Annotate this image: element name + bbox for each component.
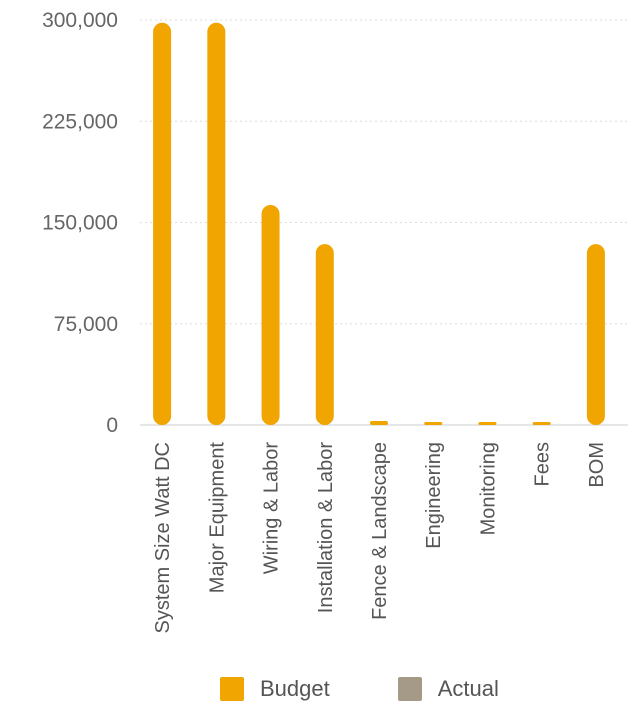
bar-budget[interactable] [424, 422, 443, 425]
x-category-label: Engineering [423, 442, 445, 549]
bar-budget[interactable] [153, 22, 172, 425]
y-tick-label: 150,000 [42, 212, 118, 235]
bar-budget[interactable] [370, 420, 388, 425]
bar-budget[interactable] [586, 244, 605, 425]
x-category-label: Major Equipment [206, 442, 228, 594]
legend-label-actual: Actual [437, 676, 499, 701]
x-category-label: Fence & Landscape [369, 442, 391, 620]
y-tick-label: 0 [106, 414, 118, 437]
legend-item-actual[interactable]: Actual [397, 676, 499, 702]
legend-label-budget: Budget [260, 676, 330, 701]
x-category-label: System Size Watt DC [152, 442, 174, 634]
legend-swatch-actual [397, 677, 422, 701]
bar-budget[interactable] [315, 244, 334, 425]
y-tick-label: 75,000 [54, 313, 118, 336]
y-tick-label: 225,000 [42, 110, 118, 133]
legend: Budget Actual [220, 676, 567, 702]
bar-budget[interactable] [532, 422, 551, 425]
bar-budget[interactable] [261, 204, 280, 425]
bar-budget[interactable] [207, 22, 226, 425]
bars [153, 22, 605, 425]
bar-budget[interactable] [478, 422, 497, 425]
x-category-label: Installation & Labor [315, 442, 337, 614]
legend-item-budget[interactable]: Budget [220, 676, 330, 702]
x-axis-categories: System Size Watt DC Major Equipment Wiring… [152, 442, 608, 634]
x-category-label: BOM [586, 442, 608, 488]
legend-swatch-budget [220, 677, 244, 701]
x-category-label: Monitoring [477, 442, 499, 535]
x-category-label: Fees [532, 442, 554, 486]
x-category-label: Wiring & Labor [261, 442, 283, 575]
y-tick-label: 300,000 [42, 9, 118, 32]
y-axis-ticks: 0 75,000 150,000 225,000 300,000 [42, 9, 118, 437]
bar-chart: 0 75,000 150,000 225,000 300,000 System Size… [42, 9, 628, 634]
